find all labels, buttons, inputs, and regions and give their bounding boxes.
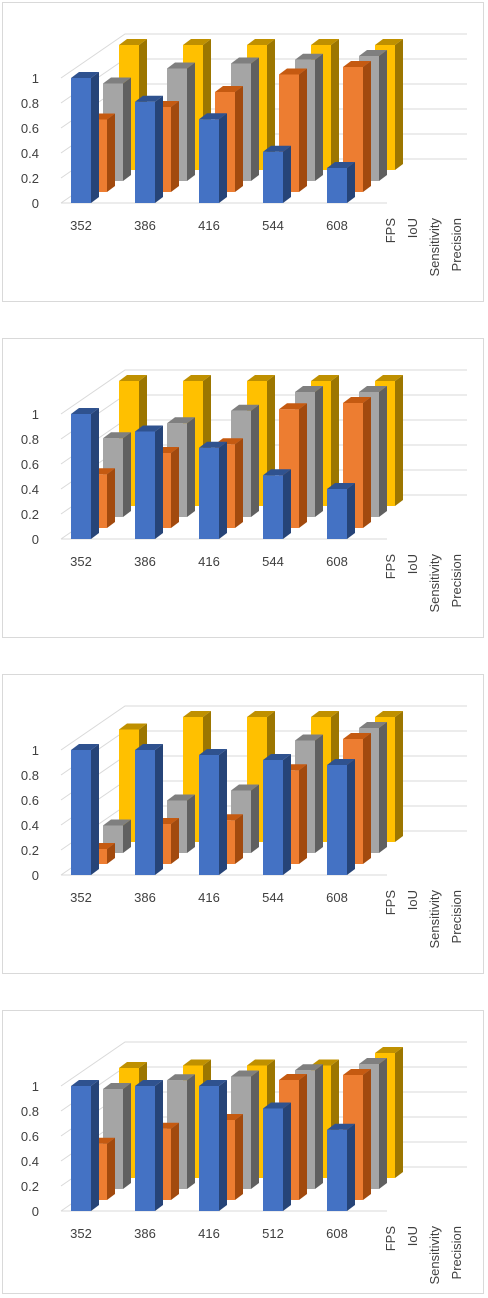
x-tick-label: 352 <box>70 890 92 905</box>
bar-fps-386 <box>135 744 163 875</box>
x-tick-label: 386 <box>134 890 156 905</box>
series-label-fps: FPS <box>383 554 398 580</box>
x-tick-label: 608 <box>326 890 348 905</box>
bar-fps-512 <box>263 1102 291 1211</box>
bar-fps-544 <box>263 754 291 875</box>
gridline <box>60 1041 467 1087</box>
bar-fps-386 <box>135 1080 163 1211</box>
chart-panel-1: 0 0.2 0.4 0.6 0.8 1 352 386 416 544 608 FPS IoU Sensi… <box>2 2 484 302</box>
chart-panel-4: 0 0.2 0.4 0.6 0.8 1 352 386 416 512 608 FPS IoU Sensi… <box>2 1010 484 1294</box>
bar-sensitivity-352 <box>103 819 131 853</box>
series-label-fps: FPS <box>383 218 398 244</box>
bars <box>71 375 403 539</box>
x-tick-label: 544 <box>262 218 284 233</box>
series-label-precision: Precision <box>449 218 464 271</box>
y-tick-label: 1 <box>32 407 39 422</box>
x-tick-label: 416 <box>198 554 220 569</box>
bar-fps-352 <box>71 1080 99 1211</box>
x-tick-label: 352 <box>70 554 92 569</box>
y-tick-label: 0 <box>32 196 39 211</box>
bar-fps-608 <box>327 483 355 539</box>
bars <box>71 711 403 875</box>
bar-fps-608 <box>327 162 355 203</box>
y-tick-label: 0.4 <box>21 1154 39 1169</box>
chart-1-svg: 0 0.2 0.4 0.6 0.8 1 352 386 416 544 608 FPS IoU Sensi… <box>21 33 467 277</box>
chart-2-svg: 0 0.2 0.4 0.6 0.8 1 352 386 416 544 608 FPS IoU Sensi… <box>21 369 467 613</box>
series-label-precision: Precision <box>449 890 464 943</box>
y-tick-label: 0.8 <box>21 1104 39 1119</box>
bar-fps-416 <box>199 113 227 203</box>
x-tick-label: 512 <box>262 1226 284 1241</box>
y-tick-label: 0.8 <box>21 96 39 111</box>
y-tick-label: 0.6 <box>21 793 39 808</box>
series-label-iou: IoU <box>405 554 420 574</box>
y-tick-label: 0.2 <box>21 171 39 186</box>
series-label-iou: IoU <box>405 890 420 910</box>
chart-4-svg: 0 0.2 0.4 0.6 0.8 1 352 386 416 512 608 FPS IoU Sensi… <box>21 1041 467 1285</box>
y-tick-label: 0.8 <box>21 432 39 447</box>
y-tick-label: 0.6 <box>21 457 39 472</box>
chart-panel-2: 0 0.2 0.4 0.6 0.8 1 352 386 416 544 608 FPS IoU Sensi… <box>2 338 484 638</box>
bar-fps-352 <box>71 408 99 539</box>
x-tick-label: 386 <box>134 1226 156 1241</box>
gridline <box>60 369 467 415</box>
series-label-sensitivity: Sensitivity <box>427 890 442 949</box>
bar-fps-544 <box>263 145 291 203</box>
chart-3-svg: 0 0.2 0.4 0.6 0.8 1 352 386 416 544 608 FPS IoU Sensi… <box>21 705 467 949</box>
bar-fps-416 <box>199 1080 227 1211</box>
y-tick-label: 0.6 <box>21 1129 39 1144</box>
gridline <box>60 33 467 79</box>
y-tick-label: 0 <box>32 532 39 547</box>
y-tick-label: 0.2 <box>21 1179 39 1194</box>
y-tick-label: 0.6 <box>21 121 39 136</box>
x-tick-label: 386 <box>134 554 156 569</box>
x-tick-label: 416 <box>198 218 220 233</box>
y-tick-label: 0 <box>32 1204 39 1219</box>
series-label-precision: Precision <box>449 1226 464 1279</box>
y-tick-label: 1 <box>32 71 39 86</box>
series-label-sensitivity: Sensitivity <box>427 218 442 277</box>
bar-fps-416 <box>199 441 227 539</box>
series-label-iou: IoU <box>405 1226 420 1246</box>
x-tick-label: 386 <box>134 218 156 233</box>
x-tick-label: 608 <box>326 554 348 569</box>
bar-fps-352 <box>71 72 99 203</box>
bar-iou-608 <box>343 61 371 192</box>
y-tick-label: 0 <box>32 868 39 883</box>
x-tick-label: 416 <box>198 1226 220 1241</box>
x-tick-label: 608 <box>326 1226 348 1241</box>
y-tick-label: 0.8 <box>21 768 39 783</box>
series-label-fps: FPS <box>383 1226 398 1252</box>
y-tick-label: 0.2 <box>21 507 39 522</box>
y-tick-label: 0.2 <box>21 843 39 858</box>
bar-fps-352 <box>71 744 99 875</box>
gridline <box>60 705 467 751</box>
bar-fps-544 <box>263 469 291 539</box>
bars <box>71 1047 403 1211</box>
series-label-iou: IoU <box>405 218 420 238</box>
x-tick-label: 352 <box>70 1226 92 1241</box>
bars <box>71 39 403 203</box>
y-tick-label: 0.4 <box>21 146 39 161</box>
x-tick-label: 352 <box>70 218 92 233</box>
x-tick-label: 544 <box>262 890 284 905</box>
y-tick-label: 1 <box>32 1079 39 1094</box>
bar-fps-608 <box>327 759 355 875</box>
bar-fps-608 <box>327 1123 355 1211</box>
x-tick-label: 608 <box>326 218 348 233</box>
series-label-sensitivity: Sensitivity <box>427 1226 442 1285</box>
y-tick-label: 0.4 <box>21 818 39 833</box>
bar-fps-386 <box>135 95 163 203</box>
series-label-fps: FPS <box>383 890 398 916</box>
x-tick-label: 416 <box>198 890 220 905</box>
bar-fps-416 <box>199 749 227 875</box>
series-label-sensitivity: Sensitivity <box>427 554 442 613</box>
bar-fps-386 <box>135 425 163 539</box>
series-label-precision: Precision <box>449 554 464 607</box>
chart-panel-3: 0 0.2 0.4 0.6 0.8 1 352 386 416 544 608 FPS IoU Sensi… <box>2 674 484 974</box>
y-tick-label: 0.4 <box>21 482 39 497</box>
x-tick-label: 544 <box>262 554 284 569</box>
y-tick-label: 1 <box>32 743 39 758</box>
